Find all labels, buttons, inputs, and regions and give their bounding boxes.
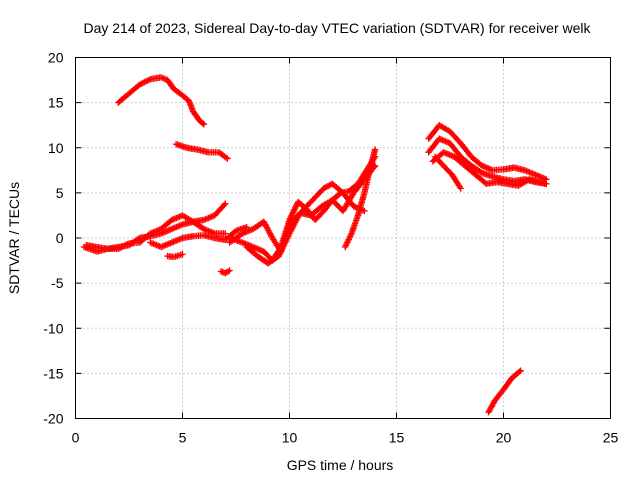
grid-lines: [75, 57, 611, 419]
y-tick-label: -15: [43, 365, 63, 381]
series-track-2: [172, 140, 231, 162]
x-tick-label: 20: [496, 430, 512, 446]
y-tick-label: 5: [56, 185, 64, 201]
y-tick-label: 20: [48, 50, 64, 66]
data-point: [200, 121, 208, 128]
series-track-7: [217, 267, 233, 277]
data-point: [516, 368, 523, 375]
x-tick-label: 25: [603, 430, 619, 446]
y-tick-label: -20: [43, 411, 63, 427]
x-tick-label: 15: [389, 430, 405, 446]
series-track-12: [425, 121, 550, 183]
data-point: [371, 146, 379, 153]
x-tick-label: 0: [72, 430, 80, 446]
data-point: [222, 200, 229, 207]
series-track-15: [431, 153, 464, 192]
data-point: [224, 268, 232, 275]
x-tick-label: 5: [179, 430, 187, 446]
data-point: [457, 185, 464, 192]
data-point: [226, 267, 233, 274]
data-point: [220, 201, 228, 209]
data-point: [179, 251, 186, 258]
y-axis-label: SDTVAR / TECUs: [6, 182, 22, 294]
series-track-4: [83, 212, 229, 253]
data-point: [477, 168, 484, 176]
y-tick-label: -10: [43, 320, 63, 336]
y-tick-label: 15: [48, 95, 64, 111]
data-marks: [80, 74, 550, 416]
x-axis-label: GPS time / hours: [287, 457, 394, 473]
data-point: [543, 180, 550, 188]
y-tick-label: -5: [51, 275, 64, 291]
data-point: [222, 230, 229, 237]
data-point: [222, 154, 230, 161]
x-tick-label: 10: [282, 430, 298, 446]
y-tick-label: 10: [48, 140, 64, 156]
axis-ticks: 0 5 10 15 20 25 -20 -15 -10 -5 0 5 10 15 20: [43, 50, 618, 446]
series-track-10: [243, 162, 379, 267]
series-track-6: [164, 251, 186, 261]
y-tick-label: 0: [56, 230, 64, 246]
data-point: [517, 367, 524, 374]
series-track-1: [115, 74, 208, 128]
series-track-16: [485, 367, 524, 416]
data-point: [199, 120, 207, 127]
chart-title: Day 214 of 2023, Sidereal Day-to-day VTE…: [83, 20, 591, 36]
data-point: [224, 155, 231, 162]
series-track-5: [147, 223, 250, 251]
series-track-11: [341, 146, 379, 251]
